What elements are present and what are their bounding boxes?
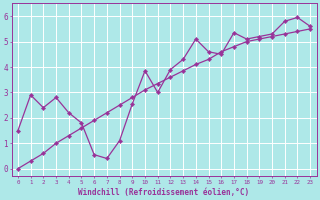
X-axis label: Windchill (Refroidissement éolien,°C): Windchill (Refroidissement éolien,°C) <box>78 188 250 197</box>
